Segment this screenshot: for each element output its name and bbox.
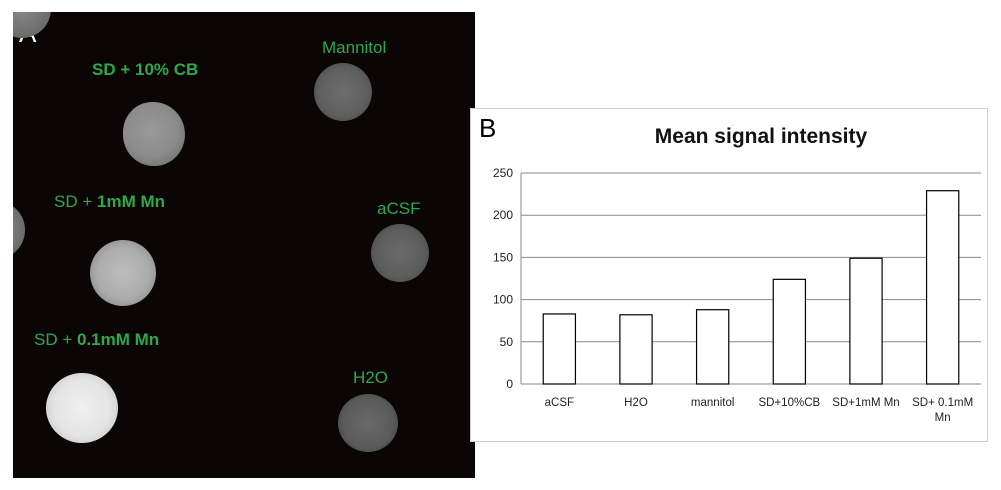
label-sd-10-cb: SD + 10% CB (92, 60, 199, 79)
x-tick-label: H2O (624, 397, 648, 409)
panel-letter-b: B (479, 113, 497, 143)
bar (772, 278, 807, 385)
label-mannitol: Mannitol (322, 38, 387, 57)
bar-chart: 0 50 100 150 200 250 aCSF H2O mannitol SD+10%CB SD… (493, 166, 981, 424)
vial-h2o (338, 394, 398, 452)
y-tick-label: 250 (493, 166, 513, 180)
vial-partial-top-left (13, 12, 51, 38)
x-tick-label: SD+ 0.1mM Mn (912, 397, 973, 424)
label-h2o: H2O (353, 368, 388, 387)
x-tick-label: mannitol (691, 397, 734, 409)
bar (619, 314, 653, 385)
vial-sd-01mm-mn (46, 373, 118, 443)
y-tick-label: 0 (506, 377, 513, 391)
bar (849, 257, 883, 385)
bar (542, 313, 577, 385)
vial-acsf (371, 224, 429, 282)
vial-partial-left (13, 202, 25, 258)
label-sd-01mm-mn: SD + 0.1mM Mn (34, 330, 160, 349)
x-tick-label: SD+1mM Mn (832, 397, 899, 409)
label-acsf: aCSF (377, 199, 421, 218)
y-tick-label: 50 (500, 335, 514, 349)
x-tick-label: aCSF (545, 397, 574, 409)
chart-title: Mean signal intensity (654, 125, 868, 148)
x-tick-label: SD+10%CB (758, 397, 820, 409)
bar (925, 190, 960, 385)
mri-phantom-image: A SD + 10% CB SD + 1mM Mn SD + 0.1mM Mn … (13, 12, 475, 478)
label-sd-1mm-mn: SD + 1mM Mn (54, 192, 165, 211)
vial-sd-10-cb (123, 102, 185, 166)
y-tick-label: 150 (493, 250, 513, 264)
y-tick-label: 200 (493, 208, 513, 222)
y-tick-label: 100 (493, 293, 513, 307)
bar-chart-panel: B Mean signal intensity 0 50 100 150 200 250 a… (470, 108, 988, 442)
vial-mannitol (314, 63, 372, 121)
bar (695, 309, 730, 385)
vial-sd-1mm-mn (90, 240, 156, 306)
